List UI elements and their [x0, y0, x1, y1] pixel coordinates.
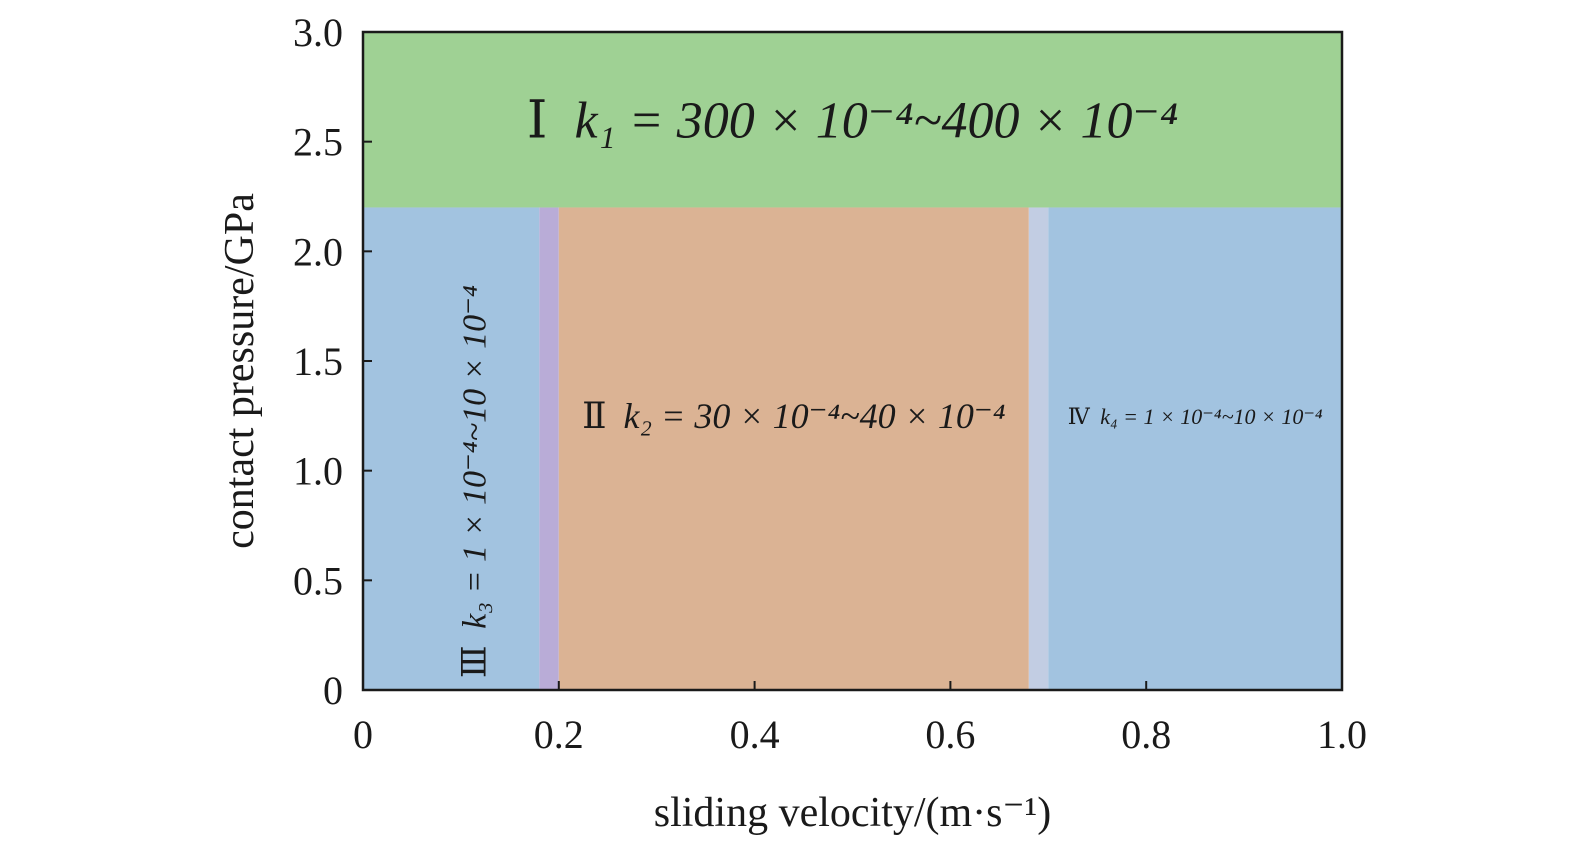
region-labels: Ⅰ k₁ = 300 × 10⁻⁴~400 × 10⁻⁴ Ⅱ k₂ = 30 ×…	[456, 93, 1323, 678]
region-label-iv: Ⅳ k₄ = 1 × 10⁻⁴~10 × 10⁻⁴	[1068, 404, 1323, 429]
x-axis-title: sliding velocity/(m·s⁻¹)	[654, 790, 1052, 836]
y-tick-label: 1.5	[293, 339, 343, 384]
y-tick-label: 0	[323, 668, 343, 713]
region-iv-formula: k₄ = 1 × 10⁻⁴~10 × 10⁻⁴	[1100, 404, 1323, 429]
region-label-iii: Ⅲ k₃ = 1 × 10⁻⁴~10 × 10⁻⁴	[456, 285, 493, 678]
transition-band-2	[1028, 207, 1049, 690]
y-tick-label: 0.5	[293, 558, 343, 603]
region-iii-numeral: Ⅲ	[456, 645, 493, 678]
y-tick-label: 2.0	[293, 229, 343, 274]
region-iv-numeral: Ⅳ	[1068, 404, 1091, 429]
region-iv	[1048, 207, 1342, 690]
region-ii-formula: k₂ = 30 × 10⁻⁴~40 × 10⁻⁴	[624, 396, 1006, 436]
region-i-formula: k₁ = 300 × 10⁻⁴~400 × 10⁻⁴	[574, 93, 1178, 150]
region-ii	[558, 207, 1029, 690]
y-tick-label: 1.0	[293, 449, 343, 494]
region-ii-numeral: Ⅱ	[582, 396, 606, 436]
y-axis-title: contact pressure/GPa	[217, 193, 263, 549]
x-tick-label: 0.2	[534, 712, 584, 757]
x-tick-label: 0.4	[730, 712, 780, 757]
y-tick-label: 2.5	[293, 120, 343, 165]
region-iii-formula: k₃ = 1 × 10⁻⁴~10 × 10⁻⁴	[456, 285, 493, 629]
regions	[363, 32, 1342, 690]
y-tick-label: 3.0	[293, 10, 343, 55]
x-tick-label: 1.0	[1317, 712, 1367, 757]
x-tick-label: 0	[353, 712, 373, 757]
transition-band-1	[539, 207, 559, 690]
region-label-ii: Ⅱ k₂ = 30 × 10⁻⁴~40 × 10⁻⁴	[582, 396, 1005, 436]
x-tick-label: 0.6	[925, 712, 975, 757]
transition-bands	[539, 207, 1049, 690]
x-tick-label: 0.8	[1121, 712, 1171, 757]
region-iii	[363, 207, 540, 690]
region-label-i: Ⅰ k₁ = 300 × 10⁻⁴~400 × 10⁻⁴	[527, 93, 1178, 150]
ticks: 0 0.2 0.4 0.6 0.8 1.0 0 0.5 1.0 1.5 2.0 2.5 3.0	[293, 10, 1367, 757]
region-i-numeral: Ⅰ	[527, 93, 548, 150]
region-i	[363, 32, 1342, 208]
